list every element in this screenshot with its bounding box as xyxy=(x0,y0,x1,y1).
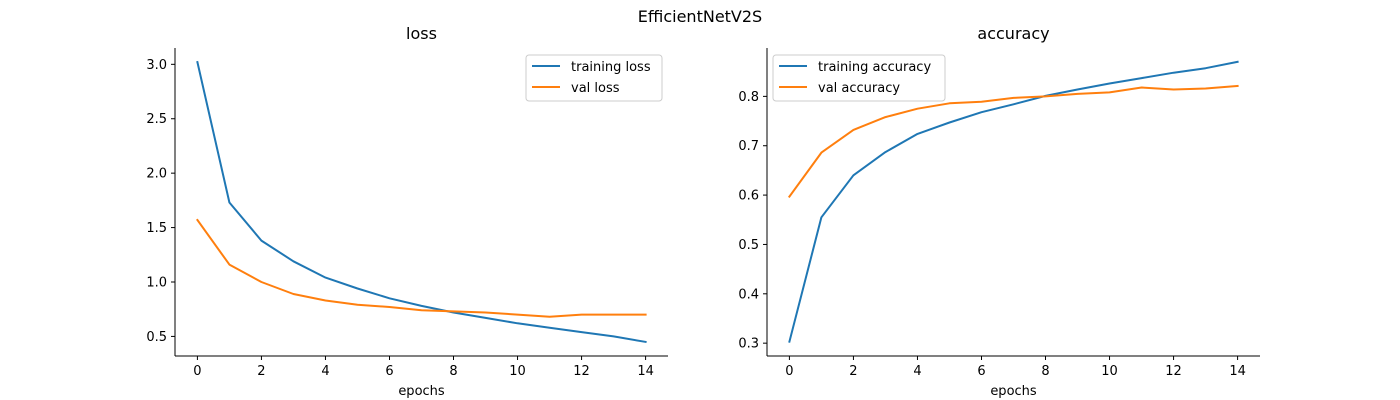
accuracy-x-tick-label: 6 xyxy=(977,364,985,379)
accuracy-x-tick-label: 10 xyxy=(1101,364,1118,379)
loss-series-line-training-loss xyxy=(196,60,647,344)
loss-x-tick-label: 14 xyxy=(637,364,654,379)
loss-y-tick-label: 1.0 xyxy=(146,275,167,290)
loss-series-line-val-loss xyxy=(196,218,647,318)
loss-y-tick-label: 2.5 xyxy=(146,112,167,127)
loss-y-tick-label: 3.0 xyxy=(146,58,167,73)
figure-suptitle: EfficientNetV2S xyxy=(638,7,762,26)
accuracy-legend-box xyxy=(772,54,946,102)
loss-x-tick-label: 2 xyxy=(257,364,265,379)
accuracy-series-line-val-accuracy xyxy=(788,84,1239,198)
accuracy-legend-label: training accuracy xyxy=(818,60,931,75)
accuracy-x-axis-label: epochs xyxy=(990,384,1037,399)
loss-legend-label: training loss xyxy=(571,60,651,75)
accuracy-x-tick-label: 12 xyxy=(1165,364,1182,379)
loss-y-tick-label: 0.5 xyxy=(146,330,167,345)
accuracy-legend-label: val accuracy xyxy=(818,81,900,96)
accuracy-y-tick-label: 0.3 xyxy=(738,337,759,352)
accuracy-title: accuracy xyxy=(977,24,1049,43)
loss-x-tick-label: 6 xyxy=(385,364,393,379)
accuracy-y-tick-label: 0.5 xyxy=(738,238,759,253)
loss-panel: 0 2 4 6 8 10 12 14 0.5 1.0 1.5 2.0 2.5 3.0 loss epochs t… xyxy=(146,24,668,399)
accuracy-legend: training accuracy val accuracy xyxy=(772,54,946,102)
accuracy-x-tick-label: 8 xyxy=(1041,364,1049,379)
loss-y-tick-label: 2.0 xyxy=(146,167,167,182)
loss-y-tick-label: 1.5 xyxy=(146,221,167,236)
loss-title: loss xyxy=(406,24,437,43)
accuracy-y-tick-label: 0.6 xyxy=(738,189,759,204)
accuracy-series-line-training-accuracy xyxy=(788,60,1239,343)
loss-x-tick-label: 8 xyxy=(449,364,457,379)
loss-x-tick-label: 0 xyxy=(193,364,201,379)
loss-x-tick-label: 4 xyxy=(321,364,329,379)
accuracy-y-tick-label: 0.7 xyxy=(738,139,759,154)
accuracy-x-tick-label: 14 xyxy=(1229,364,1246,379)
accuracy-x-tick-label: 0 xyxy=(785,364,793,379)
accuracy-panel: 0 2 4 6 8 10 12 14 0.3 0.4 0.5 0.6 0.7 0.8 accuracy epo… xyxy=(738,24,1260,399)
loss-x-tick-label: 10 xyxy=(509,364,526,379)
loss-x-axis-label: epochs xyxy=(398,384,445,399)
accuracy-x-tick-label: 2 xyxy=(849,364,857,379)
loss-x-tick-label: 12 xyxy=(573,364,590,379)
accuracy-x-tick-label: 4 xyxy=(913,364,921,379)
loss-legend: training loss val loss xyxy=(525,54,663,102)
accuracy-y-tick-label: 0.4 xyxy=(738,287,759,302)
accuracy-y-tick-label: 0.8 xyxy=(738,90,759,105)
loss-legend-label: val loss xyxy=(571,81,620,96)
